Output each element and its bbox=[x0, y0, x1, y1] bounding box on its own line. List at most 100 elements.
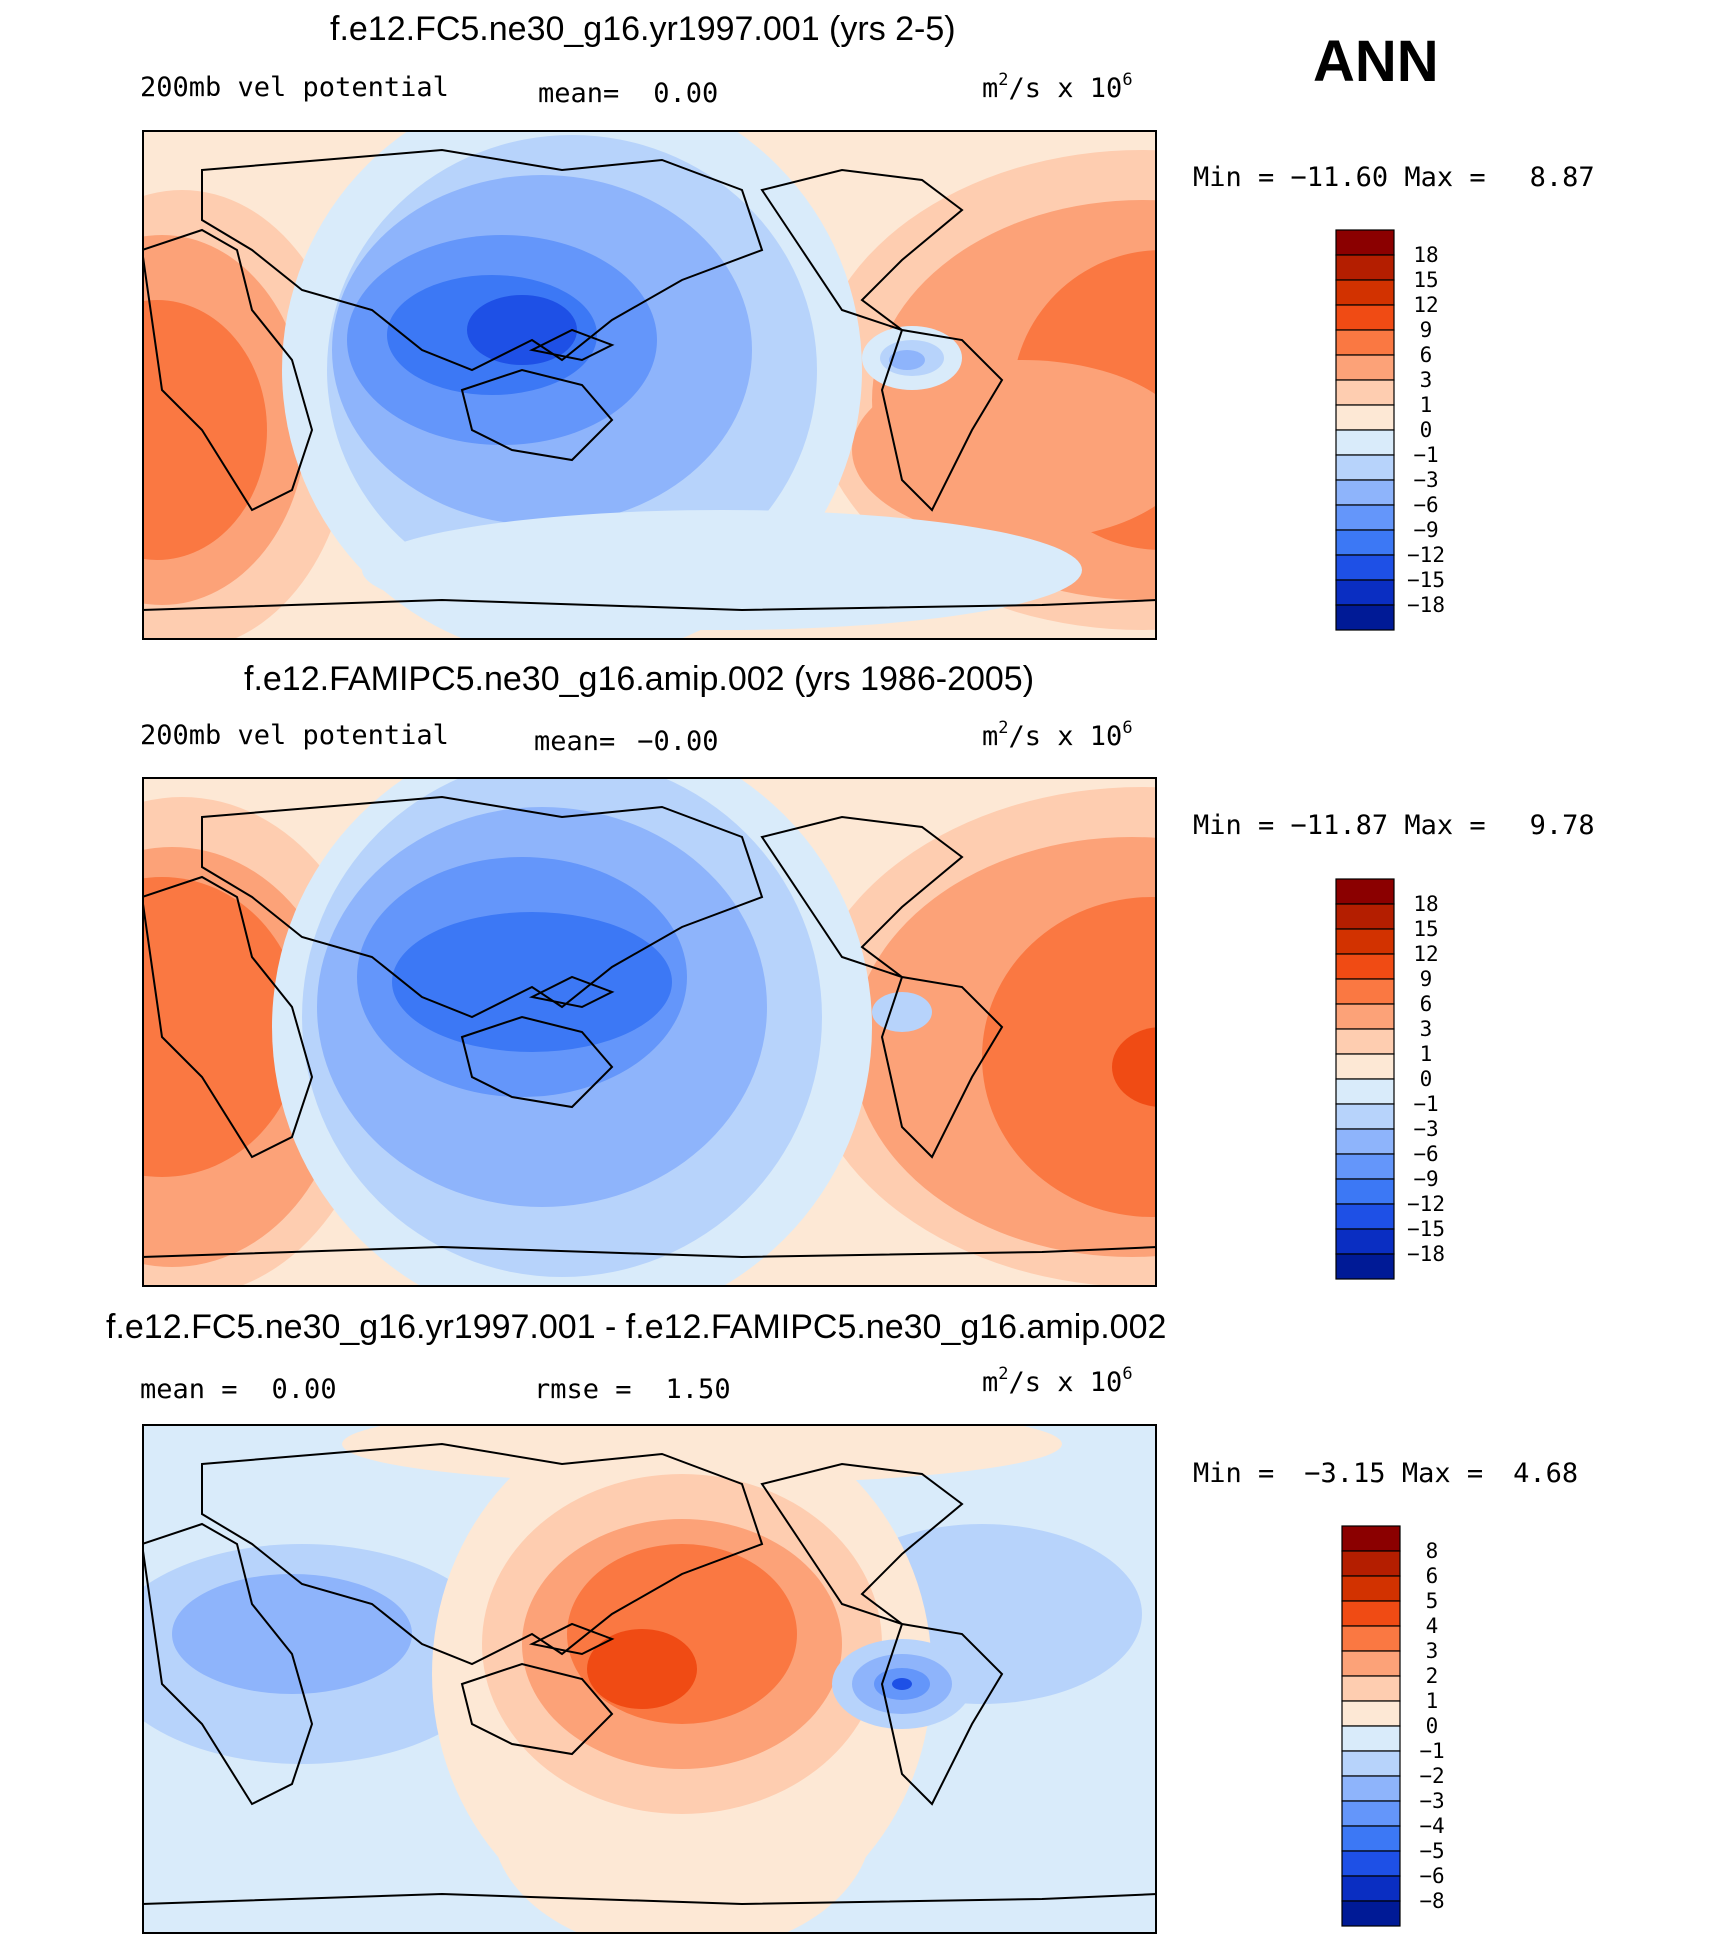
colorbar-box bbox=[1341, 1650, 1401, 1677]
panel3-minmax: Min = −3.15 Max = 4.68 bbox=[1193, 1458, 1579, 1489]
colorbar-tick-label: −3 bbox=[1413, 1117, 1438, 1141]
colorbar-box bbox=[1335, 454, 1395, 481]
colorbar-box bbox=[1341, 1550, 1401, 1577]
colorbar-tick-label: −8 bbox=[1419, 1889, 1444, 1913]
colorbar-tick-label: −5 bbox=[1419, 1839, 1444, 1863]
colorbar-tick-label: −12 bbox=[1407, 543, 1445, 567]
colorbar-box bbox=[1335, 354, 1395, 381]
colorbar-tick-label: −18 bbox=[1407, 593, 1445, 617]
panel3-rmse-value: 1.50 bbox=[665, 1374, 731, 1405]
panel2-colorbar-boxes bbox=[1335, 878, 1395, 1280]
colorbar-box bbox=[1335, 379, 1395, 406]
panel1-mean-label: mean= 0.00 bbox=[538, 78, 719, 109]
panel3-mean-label: mean = 0.00 bbox=[140, 1374, 337, 1405]
panel3-max-value: 4.68 bbox=[1513, 1458, 1579, 1489]
colorbar-box bbox=[1341, 1750, 1401, 1777]
colorbar-tick-label: −6 bbox=[1419, 1864, 1444, 1888]
colorbar-box bbox=[1335, 1178, 1395, 1205]
colorbar-tick-label: −1 bbox=[1413, 1092, 1438, 1116]
panel1-colorbar-boxes bbox=[1335, 229, 1395, 631]
colorbar-box bbox=[1335, 928, 1395, 955]
colorbar-box bbox=[1335, 229, 1395, 256]
panel3-title: f.e12.FC5.ne30_g16.yr1997.001 - f.e12.FA… bbox=[106, 1308, 1167, 1346]
colorbar-tick-label: 4 bbox=[1426, 1614, 1439, 1638]
panel2-min-value: −11.87 bbox=[1290, 810, 1389, 841]
colorbar-tick-label: 9 bbox=[1420, 318, 1433, 342]
colorbar-tick-label: 3 bbox=[1420, 368, 1433, 392]
colorbar-tick-label: 18 bbox=[1413, 892, 1438, 916]
colorbar-tick-label: −3 bbox=[1419, 1789, 1444, 1813]
colorbar-box bbox=[1335, 1253, 1395, 1280]
colorbar-tick-label: −15 bbox=[1407, 1217, 1445, 1241]
colorbar-tick-label: 3 bbox=[1420, 1017, 1433, 1041]
colorbar-box bbox=[1335, 1053, 1395, 1080]
panel3-map bbox=[142, 1424, 1157, 1934]
panel2-variable-label: 200mb vel potential bbox=[140, 720, 449, 751]
colorbar-box bbox=[1335, 479, 1395, 506]
colorbar-tick-label: 0 bbox=[1420, 418, 1433, 442]
colorbar-box bbox=[1335, 329, 1395, 356]
colorbar-box bbox=[1341, 1775, 1401, 1802]
colorbar-box bbox=[1335, 279, 1395, 306]
colorbar-box bbox=[1341, 1625, 1401, 1652]
panel2-title: f.e12.FAMIPC5.ne30_g16.amip.002 (yrs 198… bbox=[244, 660, 1035, 698]
colorbar-box bbox=[1341, 1900, 1401, 1927]
colorbar-tick-label: 12 bbox=[1413, 293, 1438, 317]
colorbar-tick-label: 5 bbox=[1426, 1589, 1439, 1613]
colorbar-box bbox=[1335, 579, 1395, 606]
panel3-mean-value: 0.00 bbox=[271, 1374, 337, 1405]
colorbar-tick-label: −18 bbox=[1407, 1242, 1445, 1266]
colorbar-box bbox=[1335, 1128, 1395, 1155]
colorbar-box bbox=[1341, 1700, 1401, 1727]
panel3-rmse-label: rmse = 1.50 bbox=[534, 1374, 731, 1405]
colorbar-box bbox=[1335, 903, 1395, 930]
colorbar-tick-label: −3 bbox=[1413, 468, 1438, 492]
colorbar-tick-label: 1 bbox=[1420, 1042, 1433, 1066]
panel1-variable-label: 200mb vel potential bbox=[140, 72, 449, 103]
colorbar-box bbox=[1335, 1228, 1395, 1255]
panel2-max-value: 9.78 bbox=[1529, 810, 1595, 841]
colorbar-tick-label: 15 bbox=[1413, 268, 1438, 292]
panel3-units: m2/s x 106 bbox=[982, 1364, 1133, 1398]
colorbar-box bbox=[1341, 1525, 1401, 1552]
colorbar-tick-label: −9 bbox=[1413, 1167, 1438, 1191]
colorbar-tick-label: −9 bbox=[1413, 518, 1438, 542]
colorbar-box bbox=[1335, 1078, 1395, 1105]
colorbar-box bbox=[1341, 1875, 1401, 1902]
panel1-map bbox=[142, 130, 1157, 640]
colorbar-box bbox=[1341, 1600, 1401, 1627]
colorbar-tick-label: 6 bbox=[1420, 343, 1433, 367]
colorbar-tick-label: −6 bbox=[1413, 1142, 1438, 1166]
panel2-units: m2/s x 106 bbox=[982, 718, 1133, 752]
colorbar-box bbox=[1335, 254, 1395, 281]
colorbar-tick-label: 18 bbox=[1413, 243, 1438, 267]
colorbar-box bbox=[1335, 604, 1395, 631]
colorbar-tick-label: 8 bbox=[1426, 1539, 1439, 1563]
colorbar-box bbox=[1335, 1203, 1395, 1230]
colorbar-tick-label: 0 bbox=[1420, 1067, 1433, 1091]
colorbar-box bbox=[1335, 304, 1395, 331]
colorbar-box bbox=[1335, 878, 1395, 905]
colorbar-box bbox=[1341, 1675, 1401, 1702]
colorbar-box bbox=[1335, 978, 1395, 1005]
colorbar-box bbox=[1341, 1850, 1401, 1877]
colorbar-tick-label: 1 bbox=[1426, 1689, 1439, 1713]
colorbar-tick-label: −6 bbox=[1413, 493, 1438, 517]
panel3-min-value: −3.15 bbox=[1304, 1458, 1386, 1489]
colorbar-box bbox=[1335, 1103, 1395, 1130]
panel2-minmax: Min = −11.87 Max = 9.78 bbox=[1193, 810, 1595, 841]
panel1-min-value: −11.60 bbox=[1290, 162, 1389, 193]
colorbar-tick-label: 6 bbox=[1420, 992, 1433, 1016]
colorbar-box bbox=[1335, 429, 1395, 456]
colorbar-tick-label: 3 bbox=[1426, 1639, 1439, 1663]
colorbar-tick-label: 9 bbox=[1420, 967, 1433, 991]
panel2-mean-label: mean= −0.00 bbox=[534, 726, 719, 757]
colorbar-tick-label: 12 bbox=[1413, 942, 1438, 966]
colorbar-box bbox=[1335, 1003, 1395, 1030]
